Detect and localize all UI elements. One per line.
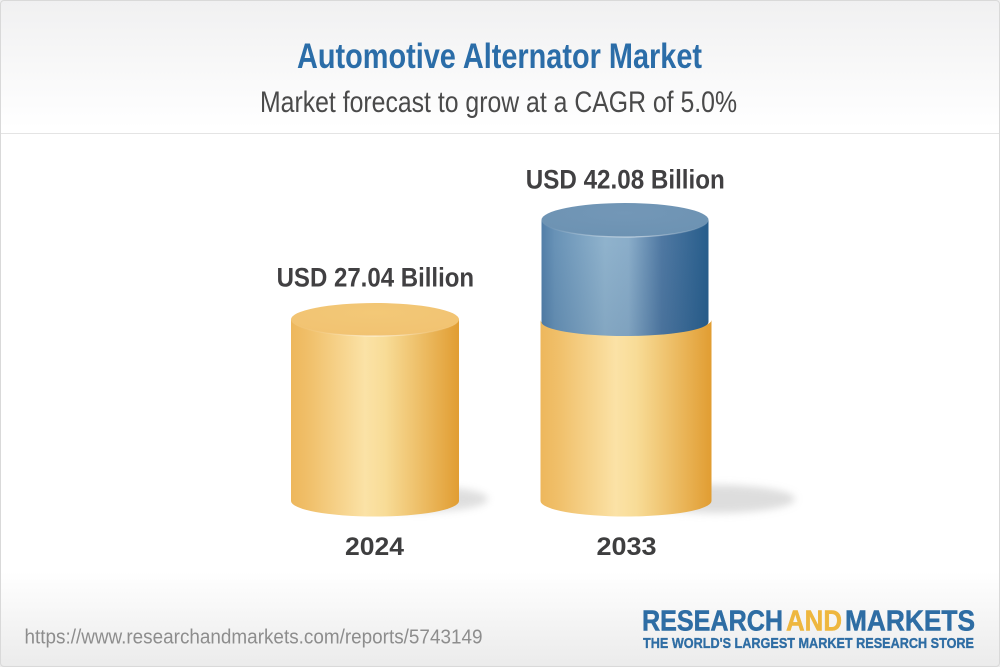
svg-text:USD 42.08 Billion: USD 42.08 Billion: [526, 165, 725, 195]
svg-text:Automotive Alternator Market: Automotive Alternator Market: [297, 37, 702, 76]
svg-text:AND: AND: [786, 606, 842, 638]
svg-text:USD 27.04 Billion: USD 27.04 Billion: [277, 263, 475, 293]
svg-text:RESEARCH: RESEARCH: [642, 606, 783, 638]
svg-text:Market forecast to grow at a C: Market forecast to grow at a CAGR of 5.0…: [260, 86, 737, 119]
svg-text:2033: 2033: [597, 533, 657, 561]
svg-text:MARKETS: MARKETS: [845, 606, 975, 638]
svg-text:THE WORLD'S LARGEST MARKET RES: THE WORLD'S LARGEST MARKET RESEARCH STOR…: [643, 635, 974, 652]
svg-text:2024: 2024: [345, 533, 404, 561]
svg-text:https://www.researchandmarkets: https://www.researchandmarkets.com/repor…: [25, 627, 483, 649]
